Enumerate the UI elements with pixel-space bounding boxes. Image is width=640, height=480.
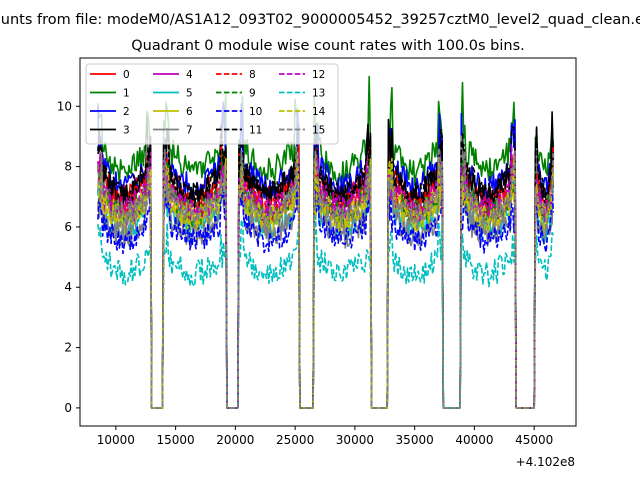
y-axis: 0 2 4 6 8 10 bbox=[57, 99, 80, 415]
legend-label-13: 13 bbox=[312, 88, 325, 100]
series-line-14 bbox=[97, 152, 555, 409]
x-tick-label: 15000 bbox=[157, 433, 195, 447]
figure-suptitle: Counts from file: modeM0/AS1A12_093T02_9… bbox=[0, 12, 640, 28]
legend-label-12: 12 bbox=[312, 69, 325, 81]
legend-label-15: 15 bbox=[312, 125, 325, 137]
legend-label-7: 7 bbox=[186, 125, 193, 137]
series-line-11 bbox=[97, 123, 555, 409]
legend-label-10: 10 bbox=[249, 106, 262, 118]
chart-title: Quadrant 0 module wise count rates with … bbox=[131, 38, 525, 54]
x-axis: 10000 15000 20000 25000 30000 35000 40000 45000 bbox=[97, 426, 553, 447]
x-tick-label: 45000 bbox=[515, 433, 553, 447]
y-tick-label: 0 bbox=[64, 401, 72, 415]
x-tick-label: 10000 bbox=[97, 433, 135, 447]
x-tick-label: 35000 bbox=[396, 433, 434, 447]
legend-label-14: 14 bbox=[312, 106, 326, 118]
legend-label-2: 2 bbox=[123, 106, 130, 118]
legend-label-3: 3 bbox=[123, 125, 130, 137]
series-line-10 bbox=[97, 177, 555, 409]
x-offset-label: +4.102e8 bbox=[516, 455, 575, 469]
x-tick-label: 30000 bbox=[336, 433, 374, 447]
legend-label-8: 8 bbox=[249, 69, 256, 81]
y-tick-label: 8 bbox=[64, 160, 72, 174]
legend-box bbox=[85, 63, 339, 145]
series-line-1 bbox=[97, 75, 555, 409]
series-line-13 bbox=[97, 215, 555, 409]
legend-label-6: 6 bbox=[186, 106, 193, 118]
x-tick-label: 20000 bbox=[216, 433, 254, 447]
x-tick-label: 40000 bbox=[455, 433, 493, 447]
legend-label-4: 4 bbox=[186, 69, 193, 81]
x-tick-label: 25000 bbox=[276, 433, 314, 447]
series-layer bbox=[97, 75, 555, 409]
legend-label-0: 0 bbox=[123, 69, 130, 81]
y-tick-label: 2 bbox=[64, 341, 72, 355]
legend-label-1: 1 bbox=[123, 88, 130, 100]
legend-label-9: 9 bbox=[249, 88, 256, 100]
series-line-2 bbox=[97, 101, 555, 409]
series-line-15 bbox=[97, 144, 555, 409]
y-tick-label: 10 bbox=[57, 99, 72, 113]
legend-label-5: 5 bbox=[186, 88, 193, 100]
y-tick-label: 6 bbox=[64, 220, 72, 234]
y-tick-label: 4 bbox=[64, 280, 72, 294]
legend-label-11: 11 bbox=[249, 125, 262, 137]
axes-frame bbox=[79, 57, 577, 427]
